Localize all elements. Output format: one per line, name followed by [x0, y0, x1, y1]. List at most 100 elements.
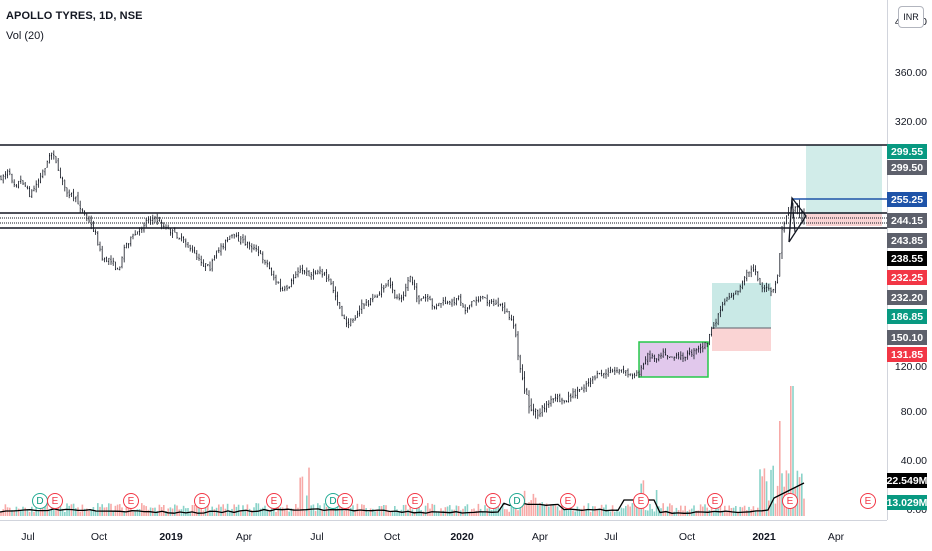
- volume-bar: [11, 510, 13, 516]
- volume-bar: [565, 504, 568, 516]
- currency-button[interactable]: INR: [898, 6, 924, 28]
- volume-bar: [616, 509, 618, 516]
- earnings-marker[interactable]: E: [860, 493, 876, 509]
- volume-bar: [391, 511, 394, 516]
- volume-bar: [222, 504, 224, 516]
- volume-bar: [330, 509, 332, 516]
- time-label: Jul: [21, 531, 35, 543]
- volume-bar: [332, 504, 334, 516]
- stop-zone: [712, 328, 771, 351]
- earnings-marker[interactable]: E: [407, 493, 423, 509]
- time-axis[interactable]: Jul Oct 2019 Apr Jul Oct 2020 Apr Jul Oct 2021 Apr: [0, 520, 887, 551]
- earnings-marker[interactable]: E: [123, 493, 139, 509]
- volume-bar: [726, 511, 728, 516]
- volume-bar: [116, 504, 119, 516]
- volume-bar: [735, 506, 737, 516]
- symbol-legend[interactable]: APOLLO TYRES, 1D, NSE: [6, 10, 143, 22]
- volume-bar: [495, 506, 497, 516]
- time-label: Oct: [678, 531, 696, 543]
- earnings-marker[interactable]: E: [782, 493, 798, 509]
- price-tick: 40.00: [900, 455, 927, 467]
- volume-bar: [323, 503, 326, 516]
- dividend-marker[interactable]: D: [32, 493, 48, 509]
- earnings-marker[interactable]: E: [707, 493, 723, 509]
- volume-bar: [759, 469, 761, 516]
- price-badge: 13.029M: [886, 495, 928, 510]
- earnings-marker[interactable]: E: [337, 493, 353, 509]
- price-badge: 150.10: [887, 330, 927, 345]
- volume-bar: [576, 506, 579, 516]
- volume-bar: [185, 508, 187, 516]
- volume-bar: [275, 511, 277, 516]
- volume-bar: [521, 499, 524, 516]
- earnings-marker[interactable]: E: [266, 493, 282, 509]
- earnings-marker[interactable]: E: [633, 493, 649, 509]
- volume-bar: [578, 508, 581, 516]
- volume-bar: [798, 477, 801, 516]
- earnings-marker[interactable]: E: [560, 493, 576, 509]
- volume-bar: [237, 504, 240, 516]
- volume-bar: [596, 510, 598, 516]
- volume-bar: [482, 511, 484, 516]
- volume-bar: [20, 510, 22, 516]
- volume-bar: [268, 511, 271, 516]
- price-badge: 243.85: [887, 233, 927, 248]
- price-badge: 232.20: [887, 290, 927, 305]
- earnings-marker[interactable]: E: [47, 493, 63, 509]
- volume-bar: [103, 507, 106, 516]
- volume-bar: [130, 504, 132, 516]
- time-label: Apr: [235, 531, 253, 543]
- volume-bar: [774, 503, 777, 516]
- volume-bar: [312, 504, 315, 516]
- volume-bar: [413, 511, 416, 516]
- volume-bar: [396, 509, 398, 516]
- volume-bar: [321, 509, 323, 516]
- volume-bar: [644, 510, 647, 516]
- volume-bar: [427, 503, 429, 516]
- volume-bar: [127, 505, 130, 516]
- volume-bar: [17, 508, 20, 516]
- volume-bar: [501, 503, 504, 516]
- volume-bar: [101, 504, 103, 516]
- volume-bar: [163, 505, 165, 516]
- volume-bar: [673, 511, 675, 516]
- volume-bar: [779, 421, 781, 516]
- volume-bar: [303, 510, 306, 516]
- price-tick: 80.00: [900, 406, 927, 418]
- volume-bar: [435, 511, 438, 516]
- volume-bar: [552, 505, 554, 516]
- volume-bar: [680, 505, 682, 516]
- volume-bar: [803, 498, 805, 516]
- triangle-pattern: [791, 197, 796, 233]
- volume-bar: [684, 505, 686, 516]
- volume-bar: [453, 509, 455, 516]
- volume-bar: [402, 505, 405, 516]
- dividend-marker[interactable]: D: [509, 493, 525, 509]
- price-chart-svg[interactable]: [0, 0, 887, 520]
- volume-bar: [75, 508, 77, 516]
- volume-bar: [136, 509, 139, 516]
- earnings-marker[interactable]: E: [194, 493, 210, 509]
- volume-bar: [387, 510, 389, 516]
- volume-bar: [614, 511, 616, 516]
- volume-bar: [158, 504, 161, 516]
- volume-bar: [598, 508, 601, 516]
- volume-bar: [543, 504, 546, 516]
- volume-bar: [328, 507, 330, 516]
- volume-bar: [277, 507, 279, 516]
- volume-bar: [739, 506, 741, 516]
- volume-bar: [374, 511, 376, 516]
- volume-bar: [365, 508, 367, 516]
- volume-ma-line: [0, 482, 805, 514]
- volume-bar: [746, 510, 748, 516]
- earnings-marker[interactable]: E: [485, 493, 501, 509]
- time-label: Apr: [531, 531, 549, 543]
- volume-bar: [567, 508, 570, 516]
- volume-bar: [539, 502, 541, 516]
- price-badge: 255.25: [887, 192, 927, 207]
- volume-bar: [176, 505, 178, 516]
- volume-bar: [499, 508, 502, 516]
- volume-legend[interactable]: Vol (20): [6, 30, 44, 42]
- volume-bar: [270, 503, 273, 516]
